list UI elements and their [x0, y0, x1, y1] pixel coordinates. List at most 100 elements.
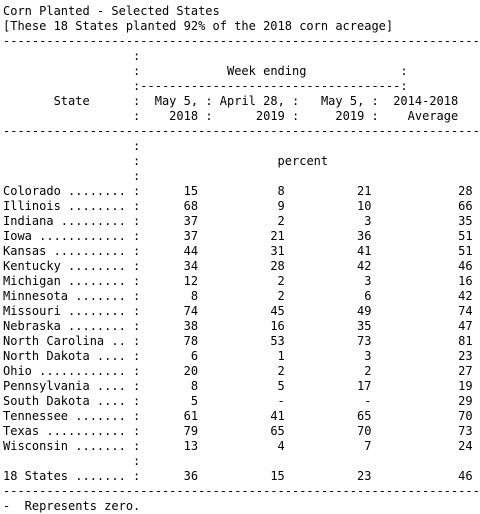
col1-header-line1: May 5,	[140, 94, 206, 108]
table-row-14-state: Pennsylvania ....	[3, 379, 134, 393]
col3-header-line1: May 5,	[299, 94, 372, 108]
state-column-header: State	[3, 94, 134, 108]
table-row-5-apr28-2019: 31	[198, 244, 285, 258]
table-row-7-may5-2019: 3	[284, 274, 372, 288]
table-row-9-apr28-2019: 45	[198, 304, 285, 318]
table-row-14-avg-2014-2018: 19	[371, 379, 473, 393]
report-subtitle: [These 18 States planted 92% of the 2018…	[3, 19, 394, 33]
table-row-1-may5-2019: 21	[284, 184, 372, 198]
table-row-10-avg-2014-2018: 47	[371, 319, 473, 333]
table-row-15-apr28-2019: -	[198, 394, 285, 408]
table-row-3-may5-2019: 3	[284, 214, 372, 228]
table-row-18-state: Wisconsin .......	[3, 439, 134, 453]
total-row-may5-2018: 36	[140, 469, 199, 483]
table-row-9-avg-2014-2018: 74	[371, 304, 473, 318]
table-row-3-state: Indiana .........	[3, 214, 134, 228]
table-row-13-state: Ohio ............	[3, 364, 134, 378]
col4-header-line2: Average	[378, 109, 459, 123]
table-row-12-may5-2019: 3	[284, 349, 372, 363]
table-row-16-state: Tennessee .......	[3, 409, 134, 423]
table-row-11-avg-2014-2018: 81	[371, 334, 473, 348]
week-ending-label: Week ending	[140, 64, 401, 78]
table-row-1-avg-2014-2018: 28	[371, 184, 473, 198]
table-row-18-apr28-2019: 4	[198, 439, 285, 453]
table-row-2-avg-2014-2018: 66	[371, 199, 473, 213]
footnote: - Represents zero.	[3, 499, 141, 513]
table-row-6-may5-2018: 34	[140, 259, 199, 273]
table-row-11-may5-2019: 73	[284, 334, 372, 348]
table-row-1-may5-2018: 15	[140, 184, 199, 198]
table-row-17-apr28-2019: 65	[198, 424, 285, 438]
col4-header-line1: 2014-2018	[378, 94, 459, 108]
table-row-18-avg-2014-2018: 24	[371, 439, 473, 453]
table-row-12-avg-2014-2018: 23	[371, 349, 473, 363]
table-row-16-may5-2019: 65	[284, 409, 372, 423]
table-row-15-state: South Dakota ....	[3, 394, 134, 408]
table-row-7-apr28-2019: 2	[198, 274, 285, 288]
table-row-15-avg-2014-2018: 29	[371, 394, 473, 408]
table-row-5-state: Kansas ..........	[3, 244, 134, 258]
table-row-1-apr28-2019: 8	[198, 184, 285, 198]
table-row-17-avg-2014-2018: 73	[371, 424, 473, 438]
table-row-7-may5-2018: 12	[140, 274, 199, 288]
table-row-17-may5-2019: 70	[284, 424, 372, 438]
table-row-2-state: Illinois ........	[3, 199, 134, 213]
table-row-9-may5-2019: 49	[284, 304, 372, 318]
total-row-apr28-2019: 15	[198, 469, 285, 483]
table-row-3-may5-2018: 37	[140, 214, 199, 228]
table-row-10-apr28-2019: 16	[198, 319, 285, 333]
table-row-10-state: Nebraska ........	[3, 319, 134, 333]
table-row-2-may5-2019: 10	[284, 199, 372, 213]
total-row-avg-2014-2018: 46	[371, 469, 473, 483]
table-row-12-may5-2018: 6	[140, 349, 199, 363]
table-row-17-state: Texas ...........	[3, 424, 134, 438]
table-row-11-apr28-2019: 53	[198, 334, 285, 348]
table-row-8-state: Minnesota .......	[3, 289, 134, 303]
table-row-1-state: Colorado ........	[3, 184, 134, 198]
table-row-6-state: Kentucky ........	[3, 259, 134, 273]
table-row-11-state: North Carolina ..	[3, 334, 134, 348]
table-row-9-may5-2018: 74	[140, 304, 199, 318]
table-row-10-may5-2018: 38	[140, 319, 199, 333]
table-row-13-apr28-2019: 2	[198, 364, 285, 378]
table-row-14-apr28-2019: 5	[198, 379, 285, 393]
table-row-12-state: North Dakota ....	[3, 349, 134, 363]
rule-header: ----------------------------------------…	[3, 124, 480, 138]
total-row-may5-2019: 23	[284, 469, 372, 483]
table-row-16-avg-2014-2018: 70	[371, 409, 473, 423]
table-row-13-may5-2018: 20	[140, 364, 199, 378]
table-row-2-apr28-2019: 9	[198, 199, 285, 213]
table-row-11-may5-2018: 78	[140, 334, 199, 348]
table-row-8-avg-2014-2018: 42	[371, 289, 473, 303]
table-row-6-may5-2019: 42	[284, 259, 372, 273]
table-row-4-may5-2018: 37	[140, 229, 199, 243]
table-row-8-may5-2019: 6	[284, 289, 372, 303]
table-row-5-may5-2018: 44	[140, 244, 199, 258]
table-row-3-avg-2014-2018: 35	[371, 214, 473, 228]
col2-header-line1: April 28,	[212, 94, 293, 108]
table-row-8-may5-2018: 8	[140, 289, 199, 303]
table-row-3-apr28-2019: 2	[198, 214, 285, 228]
table-row-9-state: Missouri ........	[3, 304, 134, 318]
table-row-5-may5-2019: 41	[284, 244, 372, 258]
table-row-18-may5-2018: 13	[140, 439, 199, 453]
table-row-12-apr28-2019: 1	[198, 349, 285, 363]
table-row-4-avg-2014-2018: 51	[371, 229, 473, 243]
col2-header-line2: 2019	[212, 109, 293, 123]
table-row-5-avg-2014-2018: 51	[371, 244, 473, 258]
table-row-18-may5-2019: 7	[284, 439, 372, 453]
table-row-4-may5-2019: 36	[284, 229, 372, 243]
table-row-4-apr28-2019: 21	[198, 229, 285, 243]
table-row-7-state: Michigan ........	[3, 274, 134, 288]
table-row-17-may5-2018: 79	[140, 424, 199, 438]
rule-bottom: ----------------------------------------…	[3, 484, 480, 498]
table-row-6-avg-2014-2018: 46	[371, 259, 473, 273]
table-row-14-may5-2018: 8	[140, 379, 199, 393]
table-row-8-apr28-2019: 2	[198, 289, 285, 303]
table-row-16-apr28-2019: 41	[198, 409, 285, 423]
table-row-13-may5-2019: 2	[284, 364, 372, 378]
table-row-10-may5-2019: 35	[284, 319, 372, 333]
table-row-4-state: Iowa ............	[3, 229, 134, 243]
unit-label: percent	[140, 154, 466, 168]
